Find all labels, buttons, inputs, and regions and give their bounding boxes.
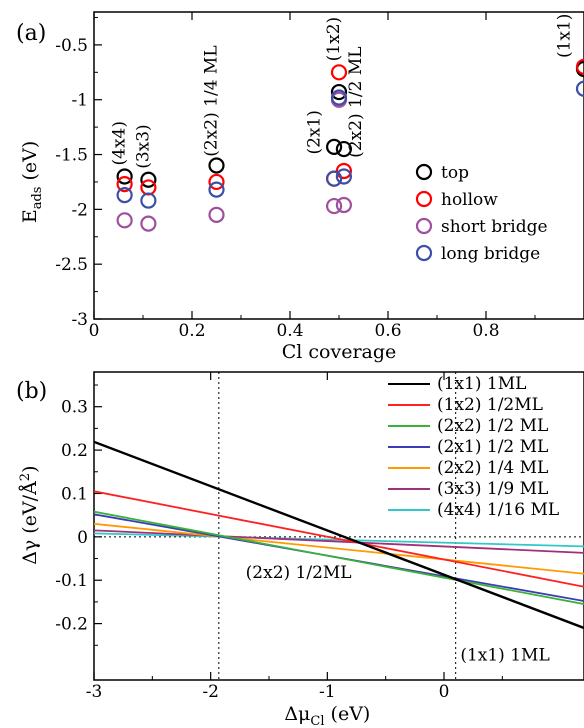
panel-a-point-long-bridge: [577, 82, 584, 96]
panel-b-legend-label: (1x1) 1ML: [437, 374, 526, 394]
panel-a-y-tick-label: -2: [71, 200, 88, 220]
panel-a-y-axis-label: Eads (eV): [19, 141, 45, 223]
panel-b-x-tick-label: 0: [439, 682, 450, 702]
panel-b: -3 -2 -1 0 0.3 0.2 0.1 0 -0.1 -0.2 (2x2) 1/2ML (1x…: [16, 372, 584, 728]
panel-a-legend-marker: [417, 165, 431, 179]
panel-a-point-top: [327, 140, 341, 154]
panel-a-x-axis-label: Cl coverage: [282, 341, 397, 363]
panel-b-x-tick-label: -3: [86, 682, 103, 702]
panel-b-y-label-main: Δγ (eV/Å: [19, 481, 41, 565]
panel-b-y-tick-label: 0.3: [61, 398, 88, 418]
panel-a-y-tick-label: -0.5: [55, 36, 88, 56]
panel-a-legend-label: long bridge: [441, 244, 540, 264]
panel-b-label: (b): [16, 379, 47, 404]
panel-a-y-tick-label: -2.5: [55, 255, 88, 275]
panel-a-point-short-bridge: [210, 208, 224, 222]
panel-a-x-tick-label: 0.8: [472, 321, 499, 341]
panel-a-annotation: (1x1): [554, 14, 574, 58]
panel-b-x-tick-label: -1: [319, 682, 336, 702]
panel-a-point-short-bridge: [118, 213, 132, 227]
panel-a-annotation: (2x2) 1/2 ML: [346, 46, 366, 157]
panel-b-legend-label: (2x2) 1/2 ML: [437, 416, 548, 436]
panel-a-annotation: (3x3): [133, 124, 153, 168]
panel-a-y-label-main: E: [19, 209, 41, 223]
panel-b-y-tick-label: 0.2: [61, 441, 88, 461]
panel-a-y-tick-label: -1.5: [55, 146, 88, 166]
panel-a-y-label-sub: ads: [30, 187, 45, 210]
panel-a-point-short-bridge: [337, 198, 351, 212]
panel-b-annotations: (2x2) 1/2ML (1x1) 1ML: [246, 563, 550, 665]
panel-a-x-tick-label: 0: [89, 321, 100, 341]
panel-b-y-tick-label: 0: [77, 528, 88, 548]
panel-b-x-label-main: Δμ: [284, 703, 310, 725]
panel-b-annotation: (1x1) 1ML: [460, 645, 549, 665]
panel-a-point-hollow: [332, 65, 346, 79]
panel-a-point-long-bridge: [327, 172, 341, 186]
panel-b-series-line: [94, 512, 584, 604]
panel-a-point-long-bridge: [141, 194, 155, 208]
panel-b-x-label-unit: (eV): [325, 703, 371, 725]
panel-b-y-label-sup: 2: [18, 473, 33, 481]
panel-b-legend-label: (2x1) 1/2 ML: [437, 437, 548, 457]
panel-b-x-label-sub: Cl: [310, 714, 324, 728]
panel-b-y-axis-label: Δγ (eV/Å2): [18, 465, 41, 564]
panel-a-y-tick-label: -3: [71, 310, 88, 330]
panel-a-point-top: [210, 159, 224, 173]
panel-b-x-axis-label: ΔμCl (eV): [284, 703, 370, 728]
panel-a-x-tick-label: 0.6: [374, 321, 401, 341]
panel-a-x-tick-label: 0.4: [276, 321, 303, 341]
panel-b-y-tick-label: -0.2: [55, 615, 88, 635]
panel-b-y-label-end: ): [19, 465, 41, 472]
panel-a-y-label-unit: (eV): [19, 141, 41, 187]
panel-a-label: (a): [16, 21, 46, 46]
panel-b-legend-label: (2x2) 1/4 ML: [437, 458, 548, 478]
panel-b-legend-label: (3x3) 1/9 ML: [437, 479, 548, 499]
panel-b-y-tick-label: 0.1: [61, 484, 88, 504]
panel-a-annotation: (1x2): [324, 17, 344, 61]
panel-b-legend-label: (1x2) 1/2ML: [437, 395, 543, 415]
panel-b-x-tick-label: -2: [202, 682, 219, 702]
panel-a-annotation: (2x1): [304, 110, 324, 154]
panel-a-legend-marker: [417, 246, 431, 260]
panel-b-annotation: (2x2) 1/2ML: [246, 563, 352, 583]
panel-a-legend-label: short bridge: [441, 217, 548, 237]
panel-a-y-tick-label: -1: [71, 91, 88, 111]
panel-b-legend: (1x1) 1ML(1x2) 1/2ML(2x2) 1/2 ML(2x1) 1/…: [388, 374, 559, 520]
panel-b-y-tick-label: -0.1: [55, 571, 88, 591]
panel-a-legend-label: hollow: [441, 190, 498, 210]
panel-a-point-short-bridge: [141, 217, 155, 231]
panel-a-legend-marker: [417, 219, 431, 233]
panel-a-x-tick-label: 0.2: [178, 321, 205, 341]
panel-a-annotation: (4x4): [110, 121, 130, 165]
panel-b-legend-label: (4x4) 1/16 ML: [437, 500, 559, 520]
panel-a-annotation: (2x2) 1/4 ML: [202, 45, 222, 156]
panel-a-legend-marker: [417, 192, 431, 206]
panel-a: 0 0.2 0.4 0.6 0.8 -0.5 -1 -1.5 -2 -2.5 -3 (4x4) (3x…: [16, 12, 584, 363]
panel-a-legend-label: top: [441, 163, 469, 183]
panel-a-legend: top hollow short bridge long bridge: [417, 163, 548, 264]
